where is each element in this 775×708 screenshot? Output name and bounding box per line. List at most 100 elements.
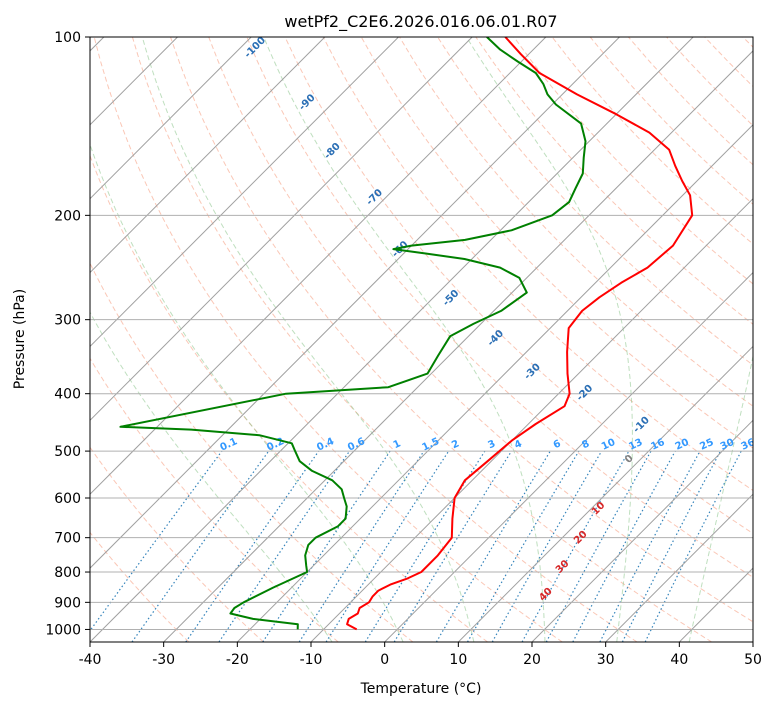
y-axis-label: Pressure (hPa) bbox=[12, 289, 28, 389]
y-tick-label: 900 bbox=[54, 595, 81, 611]
mixing-ratio-line bbox=[185, 450, 320, 642]
isotherm bbox=[163, 50, 753, 642]
mixing-ratio-line bbox=[621, 450, 722, 642]
dry-adiabat bbox=[704, 37, 753, 88]
moist-adiabat bbox=[263, 37, 546, 642]
dry-adiabat bbox=[360, 37, 753, 449]
isotherm bbox=[310, 197, 753, 642]
isotherm bbox=[90, 37, 694, 642]
y-tick-label: 1000 bbox=[45, 622, 81, 638]
y-tick-label: 300 bbox=[54, 313, 81, 329]
dry-adiabat bbox=[93, 37, 563, 642]
x-tick-label: -20 bbox=[226, 652, 249, 668]
x-tick-label: 50 bbox=[744, 652, 762, 668]
dry-adiabat bbox=[170, 37, 712, 642]
isotherm-label: -80 bbox=[322, 141, 343, 162]
dry-adiabat bbox=[90, 357, 339, 642]
mixing-ratio-line bbox=[218, 450, 350, 642]
dry-adiabat bbox=[208, 37, 753, 623]
dry-adiabat bbox=[90, 262, 414, 642]
x-tick-label: -40 bbox=[79, 652, 102, 668]
dry-adiabat bbox=[131, 37, 638, 642]
y-tick-label: 200 bbox=[54, 208, 81, 224]
x-tick-label: 30 bbox=[597, 652, 615, 668]
dry-adiabat bbox=[90, 531, 190, 642]
mixing-ratio-line bbox=[90, 450, 223, 632]
dry-adiabat bbox=[246, 37, 753, 578]
moist-adiabat-label: 0 bbox=[623, 453, 636, 466]
moist-adiabat-label: 30 bbox=[554, 558, 572, 576]
x-tick-label: -30 bbox=[152, 652, 175, 668]
axes: -40 -30 -20 -10 0 10 20 30 40 5010009008007006005… bbox=[45, 30, 762, 668]
dry-adiabat bbox=[90, 154, 488, 642]
mixing-ratio-line bbox=[435, 450, 551, 642]
y-tick-label: 800 bbox=[54, 565, 81, 581]
mixing-ratio-label: 16 bbox=[649, 437, 666, 453]
mixing-ratio-label: 30 bbox=[719, 437, 736, 453]
x-tick-label: 10 bbox=[449, 652, 467, 668]
isotherm-label: -30 bbox=[522, 362, 543, 383]
isotherm bbox=[90, 37, 547, 495]
mixing-ratio-line bbox=[599, 450, 701, 642]
grid-lines bbox=[90, 37, 753, 642]
isotherm bbox=[457, 345, 753, 642]
mixing-ratio-label: 10 bbox=[600, 437, 617, 453]
isotherm-label: -10 bbox=[631, 415, 652, 436]
dry-adiabat bbox=[322, 37, 753, 492]
isotherm-label: -70 bbox=[365, 187, 386, 208]
dry-adiabat bbox=[551, 37, 753, 245]
dry-adiabat bbox=[90, 446, 264, 642]
isotherm bbox=[384, 271, 753, 642]
plot-frame bbox=[89, 36, 754, 643]
background-lines bbox=[90, 37, 753, 642]
y-tick-label: 100 bbox=[54, 30, 81, 46]
moist-adiabat-label: 40 bbox=[537, 586, 555, 604]
x-tick-label: 0 bbox=[380, 652, 389, 668]
isotherm bbox=[90, 37, 399, 348]
moist-adiabat-label: 20 bbox=[572, 529, 590, 547]
x-tick-label: -10 bbox=[300, 652, 323, 668]
mixing-ratio-line bbox=[393, 450, 513, 642]
mixing-ratio-line bbox=[545, 450, 652, 642]
dry-adiabat bbox=[437, 37, 753, 366]
dry-adiabat bbox=[475, 37, 753, 325]
temperature-profile bbox=[346, 37, 694, 631]
profiles bbox=[119, 37, 694, 631]
isotherm bbox=[236, 124, 753, 642]
mixing-ratio-label: 25 bbox=[698, 437, 715, 453]
x-tick-label: 40 bbox=[670, 652, 688, 668]
dry-adiabat bbox=[742, 37, 753, 48]
mixing-ratio-line bbox=[521, 450, 630, 642]
y-tick-label: 600 bbox=[54, 491, 81, 507]
mixing-ratio-label: 2 bbox=[450, 438, 461, 451]
y-tick-label: 400 bbox=[54, 387, 81, 403]
moist-adiabat bbox=[141, 37, 475, 642]
mixing-ratio-label: 13 bbox=[627, 437, 644, 453]
isotherm bbox=[752, 641, 753, 642]
x-axis-label: Temperature (°C) bbox=[360, 681, 482, 697]
y-tick-label: 700 bbox=[54, 531, 81, 547]
isotherm bbox=[531, 419, 753, 642]
moist-adiabat bbox=[90, 311, 333, 642]
mixing-ratio-label: 3 bbox=[486, 438, 497, 451]
mixing-ratio-line bbox=[262, 450, 391, 642]
isotherm-label: -90 bbox=[297, 92, 318, 113]
isotherm bbox=[90, 37, 473, 422]
chart-title: wetPf2_C2E6.2026.016.06.01.R07 bbox=[284, 12, 557, 32]
mixing-ratio-line bbox=[325, 450, 450, 642]
mixing-ratio-line bbox=[572, 450, 676, 642]
mixing-ratio-line bbox=[644, 450, 742, 642]
dry-adiabat bbox=[589, 37, 753, 205]
isotherm bbox=[90, 37, 252, 200]
dry-adiabat bbox=[513, 37, 753, 285]
isotherm bbox=[90, 37, 620, 569]
mixing-ratio-label: 20 bbox=[674, 437, 691, 453]
isotherm-label: -40 bbox=[486, 328, 507, 349]
mixing-ratio-label: 1 bbox=[392, 438, 403, 451]
dry-adiabat bbox=[666, 37, 753, 127]
mixing-ratio-line bbox=[298, 450, 425, 642]
mixing-ratio-label: 36 bbox=[740, 437, 757, 453]
x-tick-label: 20 bbox=[523, 652, 541, 668]
mixing-ratio-label: 8 bbox=[580, 438, 591, 451]
